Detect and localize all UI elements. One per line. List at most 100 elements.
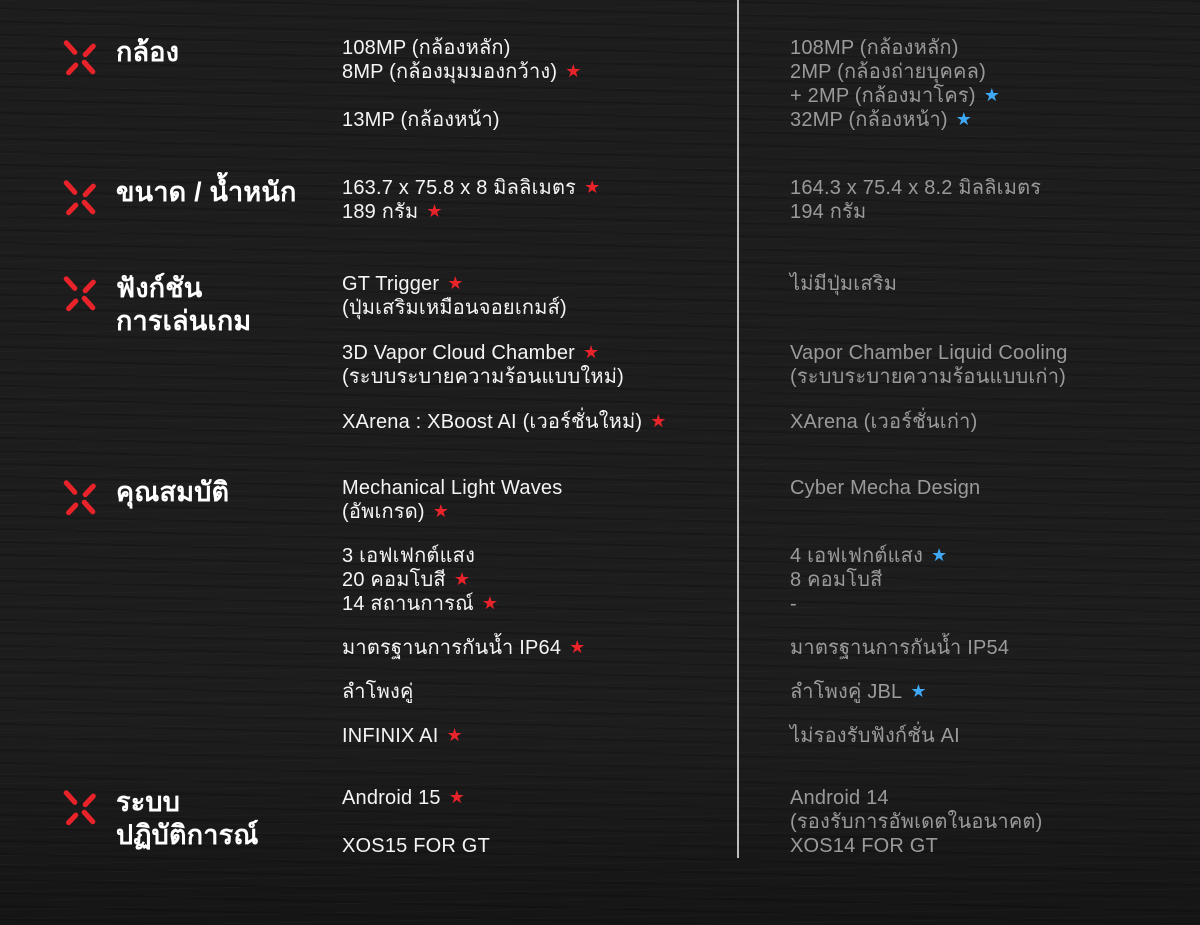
new-model-column: 108MP (กล้องหลัก) 8MP (กล้องมุมมองกว้าง)… — [342, 36, 737, 132]
spec-text: 13MP (กล้องหน้า) — [342, 109, 500, 131]
spec-line: Android 14 — [790, 786, 1182, 810]
category-camera: กล้อง — [62, 36, 342, 78]
old-model-column: 108MP (กล้องหลัก) 2MP (กล้องถ่ายบุคคล) +… — [737, 36, 1182, 132]
spec-block: ลำโพงคู่ JBL ★ — [790, 680, 1182, 704]
spec-text: Vapor Chamber Liquid Cooling — [790, 342, 1068, 364]
spec-block: 164.3 x 75.4 x 8.2 มิลลิเมตร 194 กรัม — [790, 176, 1182, 224]
spec-line: 8MP (กล้องมุมมองกว้าง) ★ — [342, 60, 737, 84]
category-features: คุณสมบัติ — [62, 476, 342, 518]
blue-star-icon: ★ — [983, 85, 1001, 105]
spec-text: มาตรฐานการกันน้ำ IP54 — [790, 637, 1010, 659]
spec-line: 32MP (กล้องหน้า) ★ — [790, 108, 1182, 132]
spec-line: 14 สถานการณ์ ★ — [342, 592, 737, 616]
old-model-column: Android 14 (รองรับการอัพเดตในอนาคต) XOS1… — [737, 786, 1182, 858]
spec-text: 194 กรัม — [790, 201, 867, 223]
red-star-icon: ★ — [481, 593, 499, 613]
red-star-icon: ★ — [650, 411, 667, 431]
spec-text: 3 เอฟเฟกต์แสง — [342, 545, 476, 567]
spec-text: มาตรฐานการกันน้ำ IP64 — [342, 637, 562, 659]
category-label-line: ระบบ — [116, 787, 181, 817]
spec-text: 3D Vapor Cloud Chamber — [342, 342, 576, 364]
spec-text: 2MP (กล้องถ่ายบุคคล) — [790, 61, 986, 83]
spec-block: มาตรฐานการกันน้ำ IP64 ★ — [342, 636, 737, 660]
spec-text: 189 กรัม — [342, 201, 419, 223]
spec-line: XOS14 FOR GT — [790, 834, 1182, 858]
spec-block: มาตรฐานการกันน้ำ IP54 — [790, 636, 1182, 660]
category-label: ระบบ ปฏิบัติการณ์ — [116, 786, 259, 852]
blue-star-icon: ★ — [931, 545, 948, 565]
category-label: กล้อง — [116, 36, 179, 69]
spec-text: Android 15 — [342, 787, 441, 809]
spec-text: 164.3 x 75.4 x 8.2 มิลลิเมตร — [790, 177, 1042, 199]
spec-line: Cyber Mecha Design — [790, 476, 1182, 500]
spec-text: 163.7 x 75.8 x 8 มิลลิเมตร — [342, 177, 577, 199]
spec-block: XOS15 FOR GT — [342, 834, 737, 858]
spec-line: 13MP (กล้องหน้า) — [342, 108, 737, 132]
spec-line: XArena (เวอร์ชั่นเก่า) — [790, 410, 1182, 434]
red-star-icon: ★ — [448, 787, 466, 807]
category-size-weight: ขนาด / น้ำหนัก — [62, 176, 342, 218]
red-star-icon: ★ — [565, 61, 582, 81]
category-label-line: การเล่นเกม — [116, 306, 252, 336]
category-label: ฟังก์ชัน การเล่นเกม — [116, 272, 251, 338]
red-star-icon: ★ — [447, 273, 464, 293]
new-model-column: Android 15 ★ XOS15 FOR GT — [342, 786, 737, 858]
spec-text: 108MP (กล้องหลัก) — [342, 37, 511, 59]
spec-text: (ระบบระบายความร้อนแบบเก่า) — [790, 366, 1067, 388]
old-model-column: Cyber Mecha Design 4 เอฟเฟกต์แสง ★ 8 คอมโ… — [737, 476, 1182, 748]
spec-block: 108MP (กล้องหลัก) 8MP (กล้องมุมมองกว้าง)… — [342, 36, 737, 84]
spec-block: 163.7 x 75.8 x 8 มิลลิเมตร ★ 189 กรัม ★ — [342, 176, 737, 224]
spec-row-camera: กล้อง 108MP (กล้องหลัก) 8MP (กล้องมุมมอง… — [62, 36, 1182, 132]
column-divider-line — [737, 0, 739, 858]
spec-text: ไม่มีปุ่มเสริม — [790, 273, 898, 295]
spec-line: 108MP (กล้องหลัก) — [342, 36, 737, 60]
spec-text: - — [790, 593, 797, 615]
spec-line: 8 คอมโบสี — [790, 568, 1182, 592]
new-model-column: Mechanical Light Waves (อัพเกรด) ★ 3 เอฟเ… — [342, 476, 737, 748]
spec-line: (รองรับการอัพเดตในอนาคต) — [790, 810, 1182, 834]
spec-text: XOS14 FOR GT — [790, 835, 938, 857]
spec-text: + 2MP (กล้องมาโคร) — [790, 85, 976, 107]
spec-line: XOS15 FOR GT — [342, 834, 737, 858]
x-mark-icon — [63, 480, 96, 516]
spec-line: ไม่มีปุ่มเสริม — [790, 272, 1182, 296]
spec-line: 164.3 x 75.4 x 8.2 มิลลิเมตร — [790, 176, 1182, 200]
x-mark-icon — [63, 180, 96, 216]
spec-block: Mechanical Light Waves (อัพเกรด) ★ — [342, 476, 737, 524]
spec-line: ไม่รองรับฟังก์ชั่น AI — [790, 724, 1182, 748]
spec-text: Cyber Mecha Design — [790, 477, 981, 499]
old-model-column: 164.3 x 75.4 x 8.2 มิลลิเมตร 194 กรัม — [737, 176, 1182, 224]
category-label: ขนาด / น้ำหนัก — [116, 176, 297, 209]
spec-line: มาตรฐานการกันน้ำ IP64 ★ — [342, 636, 737, 660]
spec-line: 4 เอฟเฟกต์แสง ★ — [790, 544, 1182, 568]
spec-text: 8 คอมโบสี — [790, 569, 883, 591]
spec-line: 163.7 x 75.8 x 8 มิลลิเมตร ★ — [342, 176, 737, 200]
category-label-line: กล้อง — [116, 37, 180, 67]
spec-text: Android 14 — [790, 787, 889, 809]
spec-line: - — [790, 592, 1182, 616]
spec-text: Mechanical Light Waves — [342, 477, 563, 499]
spec-line: 3D Vapor Cloud Chamber ★ — [342, 341, 737, 365]
spec-text: ลำโพงคู่ JBL — [790, 681, 903, 703]
spec-block: 13MP (กล้องหน้า) — [342, 108, 737, 132]
spec-block: Android 15 ★ — [342, 786, 737, 810]
spec-text: 8MP (กล้องมุมมองกว้าง) — [342, 61, 558, 83]
category-label-line: ขนาด / น้ำหนัก — [116, 177, 297, 207]
spec-text: 32MP (กล้องหน้า) — [790, 109, 948, 131]
category-label-line: ฟังก์ชัน — [116, 273, 203, 303]
spec-line: XArena : XBoost AI (เวอร์ชั่นใหม่) ★ — [342, 410, 737, 434]
spec-line: Android 15 ★ — [342, 786, 737, 810]
spec-line: (อัพเกรด) ★ — [342, 500, 737, 524]
spec-line: GT Trigger ★ — [342, 272, 737, 296]
spec-text: INFINIX AI — [342, 725, 439, 747]
red-star-icon: ★ — [446, 725, 463, 745]
spec-text: (ระบบระบายความร้อนแบบใหม่) — [342, 366, 624, 388]
spec-block: XArena (เวอร์ชั่นเก่า) — [790, 410, 1182, 434]
spec-text: (รองรับการอัพเดตในอนาคต) — [790, 811, 1043, 833]
spec-table: กล้อง 108MP (กล้องหลัก) 8MP (กล้องมุมมอง… — [62, 36, 1182, 858]
spec-text: XOS15 FOR GT — [342, 835, 490, 857]
spec-line: (ระบบระบายความร้อนแบบใหม่) — [342, 365, 737, 389]
spec-line: (ระบบระบายความร้อนแบบเก่า) — [790, 365, 1182, 389]
spec-block: Vapor Chamber Liquid Cooling (ระบบระบายค… — [790, 341, 1182, 389]
spec-text: XArena : XBoost AI (เวอร์ชั่นใหม่) — [342, 411, 643, 433]
